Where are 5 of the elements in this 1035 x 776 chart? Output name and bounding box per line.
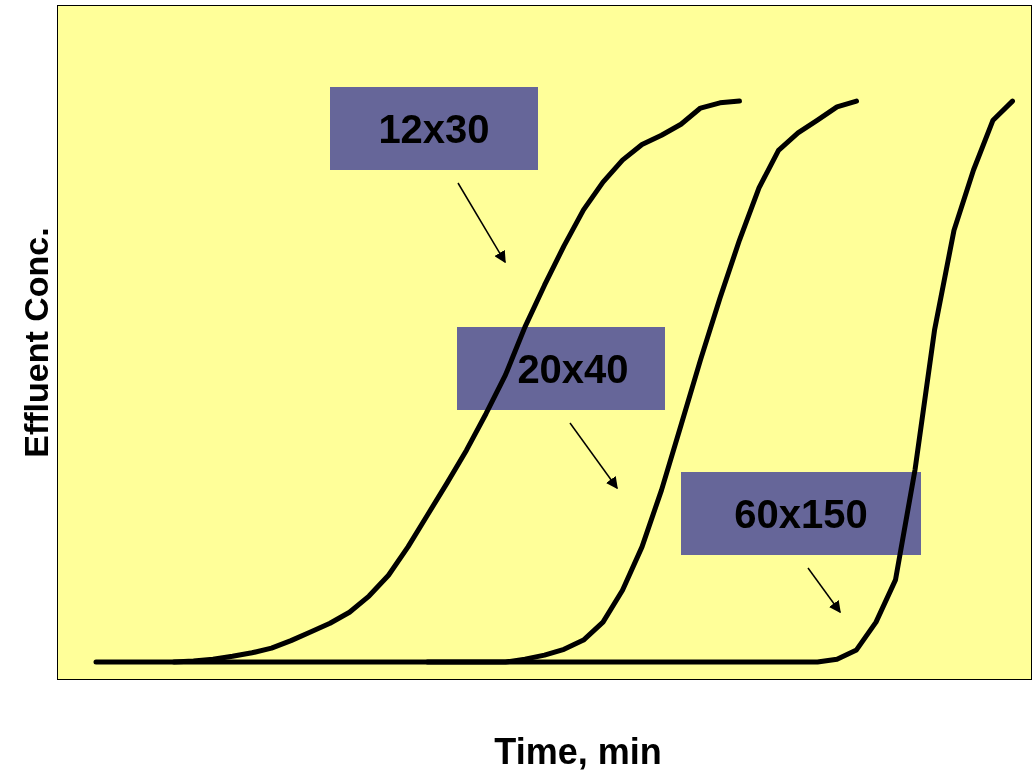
- x-axis-title: Time, min: [494, 731, 662, 772]
- annotation: 60x150: [734, 491, 868, 536]
- annotation: 12x30: [378, 106, 490, 151]
- annotation: 20x40: [517, 346, 629, 391]
- y-axis-title: Effluent Conc.: [17, 227, 55, 458]
